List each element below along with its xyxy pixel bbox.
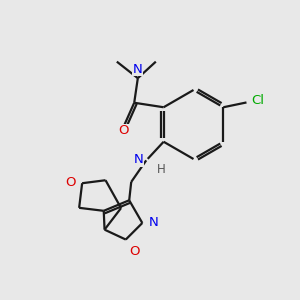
Text: H: H (157, 163, 166, 176)
Text: N: N (149, 216, 159, 229)
Text: N: N (133, 63, 143, 76)
Text: O: O (118, 124, 128, 137)
Text: Cl: Cl (252, 94, 265, 107)
Text: O: O (129, 245, 140, 258)
Text: N: N (134, 153, 143, 166)
Text: O: O (65, 176, 76, 189)
